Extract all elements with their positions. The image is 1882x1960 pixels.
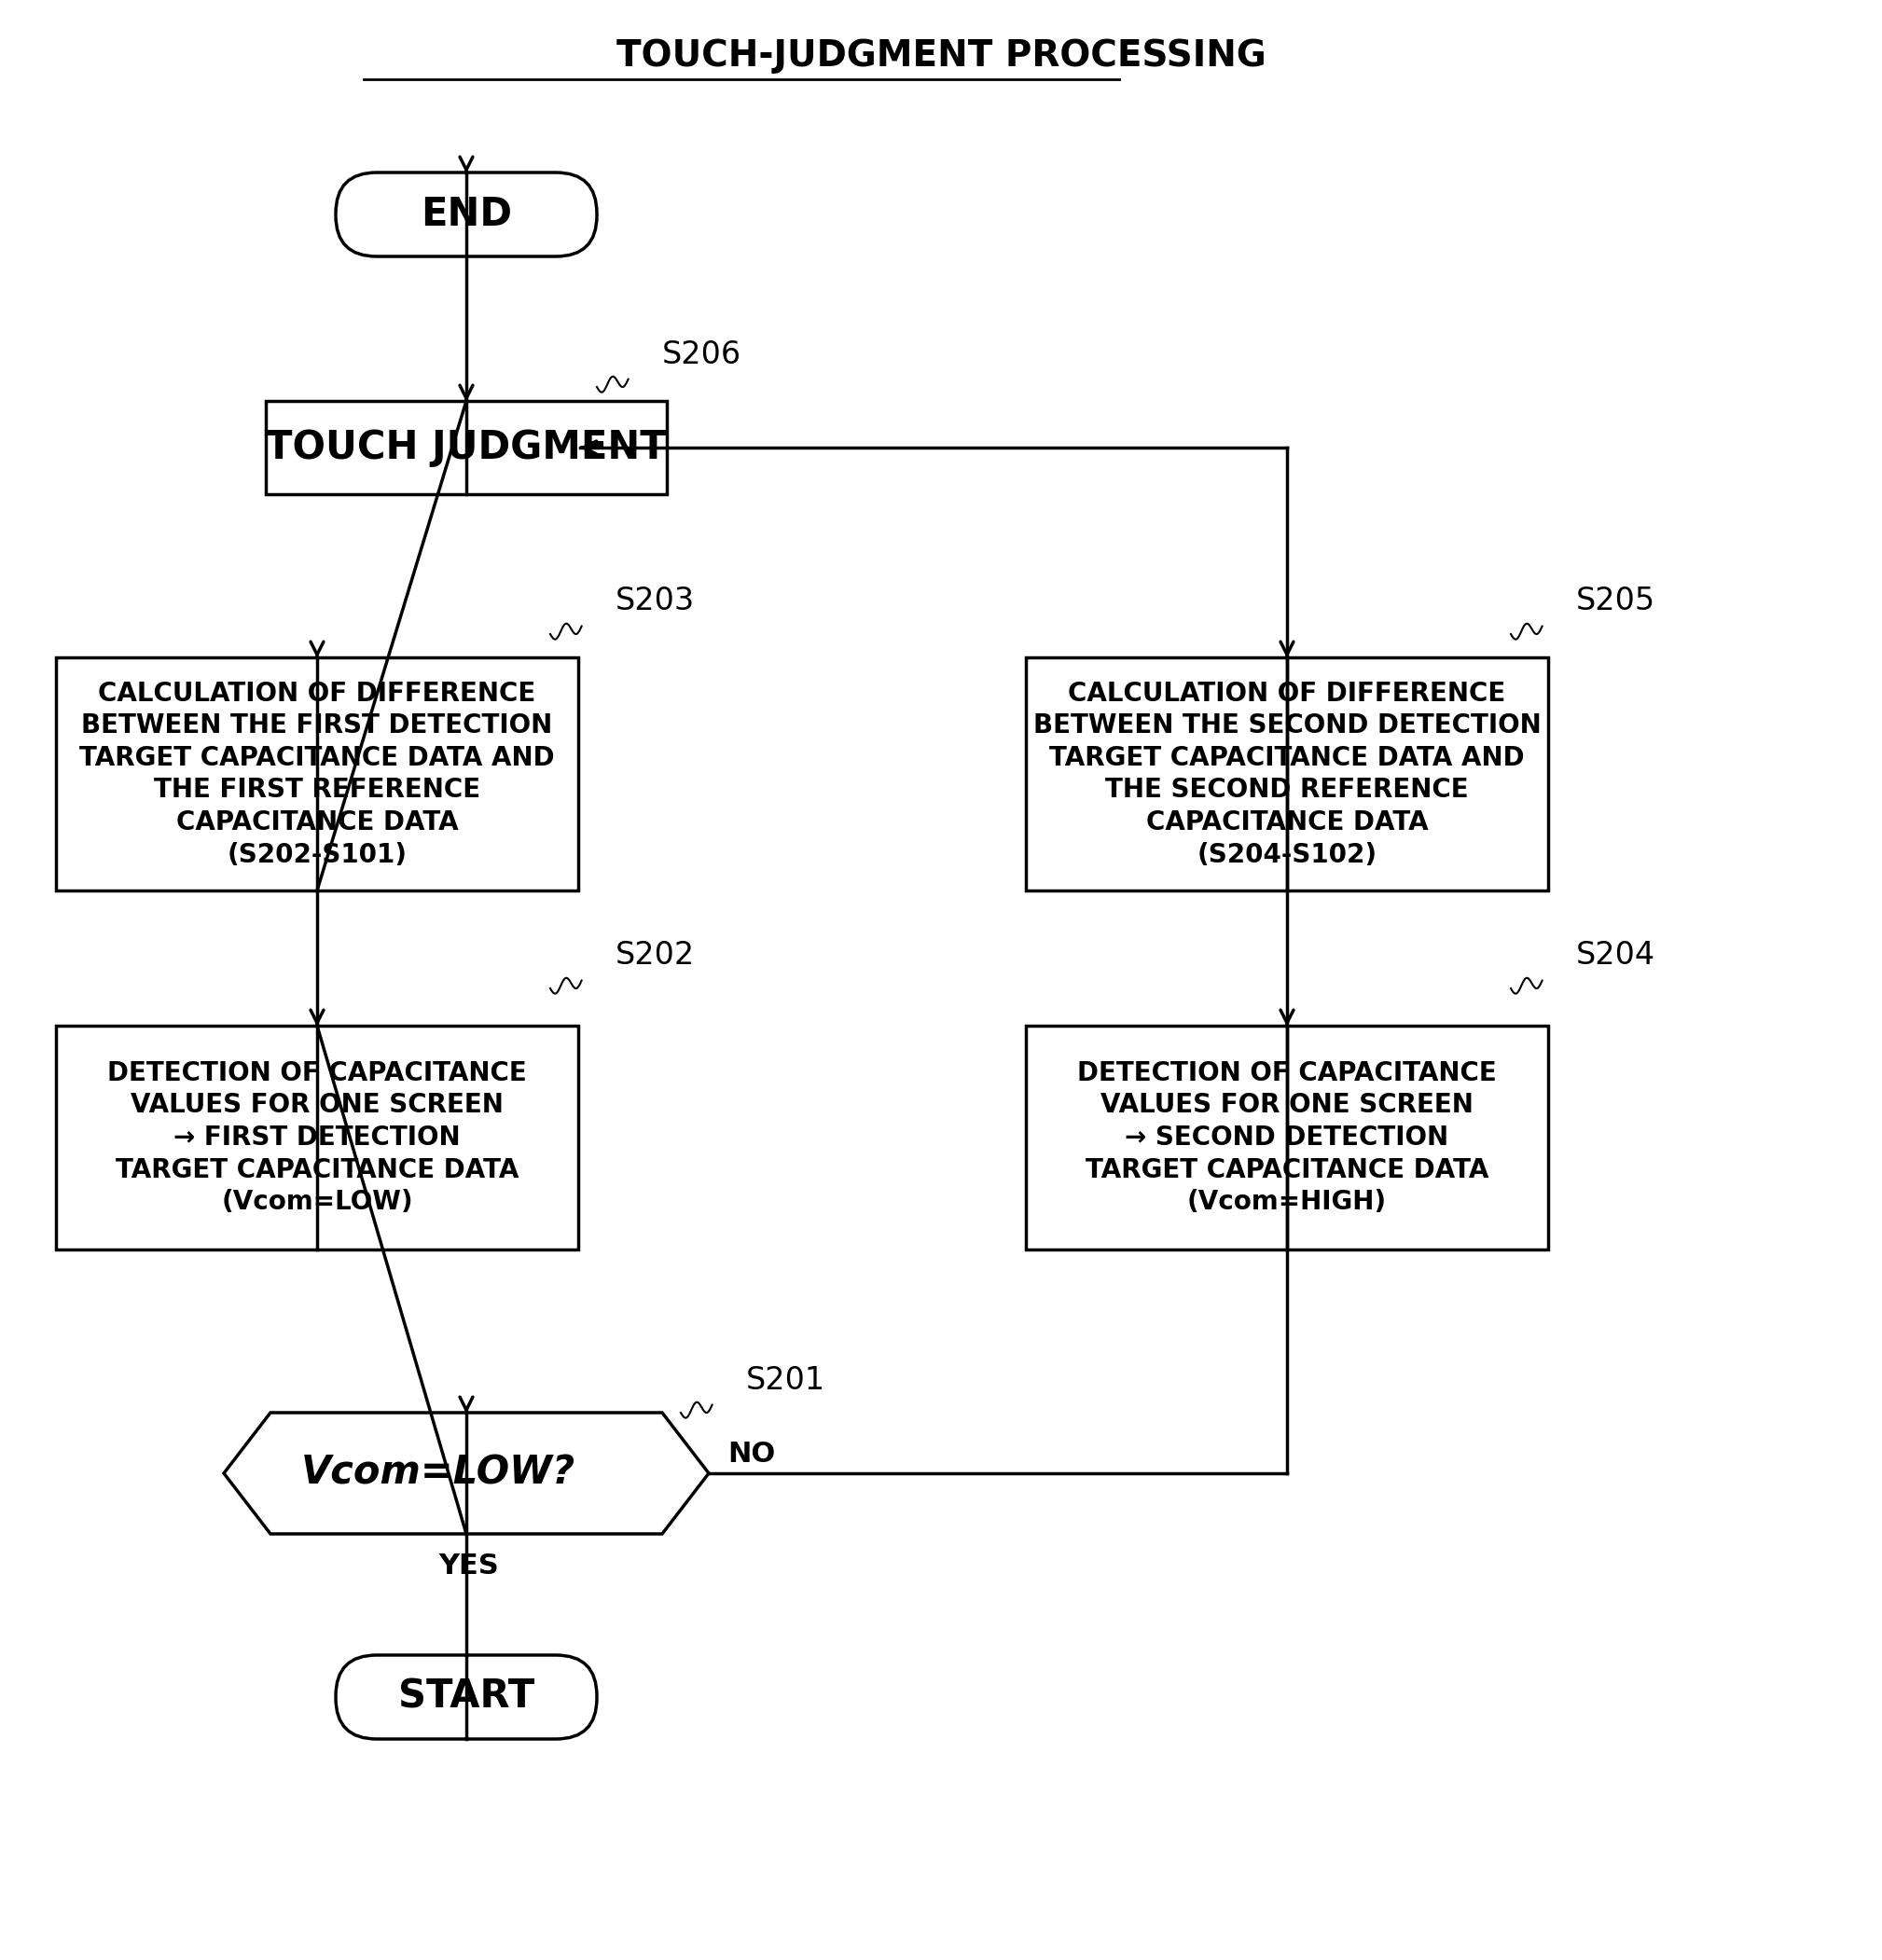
Text: S202: S202 (615, 941, 694, 970)
Bar (56, 1025, 578, 1249)
Text: END: END (420, 194, 512, 233)
Text: S203: S203 (615, 586, 694, 617)
Text: CALCULATION OF DIFFERENCE
BETWEEN THE SECOND DETECTION
TARGET CAPACITANCE DATA A: CALCULATION OF DIFFERENCE BETWEEN THE SE… (1033, 680, 1541, 868)
Text: S205: S205 (1575, 586, 1656, 617)
FancyBboxPatch shape (335, 172, 597, 257)
Bar (1026, 1025, 1549, 1249)
Text: S204: S204 (1575, 941, 1656, 970)
Text: Vcom=LOW?: Vcom=LOW? (301, 1454, 576, 1494)
Text: CALCULATION OF DIFFERENCE
BETWEEN THE FIRST DETECTION
TARGET CAPACITANCE DATA AN: CALCULATION OF DIFFERENCE BETWEEN THE FI… (79, 680, 555, 868)
Bar (1026, 657, 1549, 890)
FancyBboxPatch shape (335, 1654, 597, 1739)
Text: TOUCH-JUDGMENT PROCESSING: TOUCH-JUDGMENT PROCESSING (615, 39, 1267, 74)
Text: S201: S201 (745, 1364, 826, 1396)
Text: DETECTION OF CAPACITANCE
VALUES FOR ONE SCREEN
→ FIRST DETECTION
TARGET CAPACITA: DETECTION OF CAPACITANCE VALUES FOR ONE … (107, 1060, 527, 1215)
Bar (265, 402, 666, 494)
Polygon shape (224, 1413, 710, 1535)
Text: DETECTION OF CAPACITANCE
VALUES FOR ONE SCREEN
→ SECOND DETECTION
TARGET CAPACIT: DETECTION OF CAPACITANCE VALUES FOR ONE … (1077, 1060, 1496, 1215)
Text: TOUCH JUDGMENT: TOUCH JUDGMENT (265, 427, 666, 466)
Text: YES: YES (439, 1552, 499, 1580)
Text: S206: S206 (662, 339, 742, 370)
Text: NO: NO (728, 1441, 775, 1468)
Bar (56, 657, 578, 890)
Text: START: START (399, 1678, 534, 1717)
